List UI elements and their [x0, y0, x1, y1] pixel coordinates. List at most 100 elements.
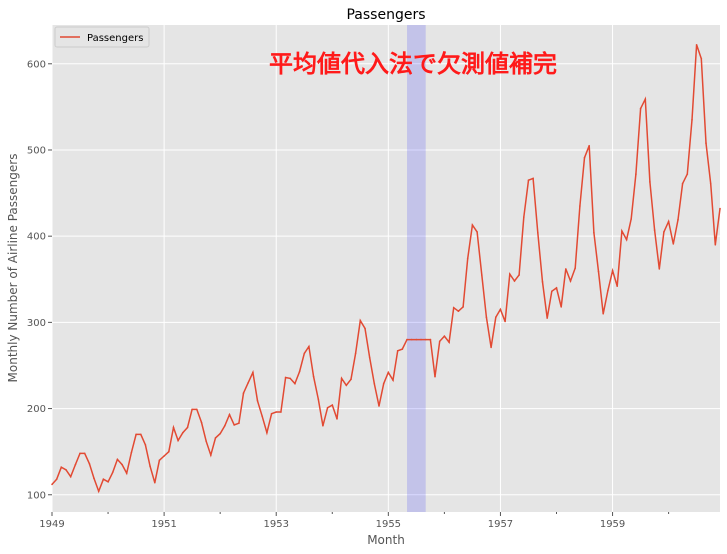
data-point	[663, 231, 665, 233]
data-point	[298, 370, 301, 373]
data-point	[182, 431, 184, 434]
data-point	[154, 481, 156, 484]
data-point	[228, 413, 231, 416]
series-points	[51, 44, 721, 493]
data-point	[116, 458, 119, 461]
data-point	[312, 375, 315, 378]
data-point	[60, 466, 63, 469]
data-point	[504, 320, 506, 323]
data-point	[466, 257, 469, 260]
data-point	[560, 306, 562, 308]
data-point	[256, 400, 259, 402]
data-point	[424, 338, 427, 341]
data-point	[373, 382, 376, 385]
data-point	[93, 477, 95, 480]
data-point	[387, 371, 390, 374]
data-point	[509, 273, 511, 275]
data-point	[224, 425, 226, 427]
data-point	[200, 421, 203, 424]
data-point	[111, 471, 114, 474]
data-point	[382, 382, 385, 385]
data-point	[392, 379, 394, 381]
data-point	[649, 181, 651, 183]
grid-lines	[51, 25, 720, 512]
data-point	[583, 156, 586, 159]
x-tick-label: 1951	[151, 519, 176, 530]
data-point	[107, 481, 109, 483]
data-point	[481, 274, 483, 276]
data-point	[532, 177, 534, 180]
data-point	[354, 352, 357, 355]
data-point	[406, 338, 408, 341]
data-point	[691, 119, 693, 121]
data-point	[140, 433, 142, 436]
data-point	[326, 406, 329, 409]
data-point	[471, 224, 474, 226]
data-point	[485, 316, 488, 319]
data-point	[280, 411, 282, 413]
data-point	[686, 173, 689, 175]
data-point	[705, 142, 707, 144]
data-point	[415, 338, 418, 341]
data-point	[79, 452, 81, 455]
data-point	[275, 411, 278, 413]
data-point	[518, 274, 520, 276]
x-axis-label: Month	[367, 533, 405, 547]
series-line-passengers	[51, 44, 721, 494]
data-point	[658, 268, 661, 270]
data-point	[135, 433, 137, 436]
data-point	[396, 350, 399, 352]
data-point	[672, 243, 675, 245]
data-point	[172, 426, 175, 429]
x-tick-label: 1957	[488, 519, 513, 530]
chart-title: Passengers	[346, 7, 425, 23]
data-point	[452, 306, 455, 309]
data-point	[434, 375, 436, 378]
data-point	[317, 398, 320, 400]
data-point	[602, 313, 604, 315]
data-point	[102, 478, 105, 481]
legend: Passengers	[54, 26, 150, 48]
data-point	[429, 338, 432, 341]
y-tick-label: 400	[27, 232, 46, 243]
data-point	[448, 341, 450, 344]
data-point	[97, 490, 100, 493]
data-point	[144, 444, 147, 446]
data-point	[700, 57, 703, 60]
data-point	[83, 452, 86, 455]
x-tick-label: 1949	[39, 519, 64, 530]
data-point	[51, 483, 53, 486]
data-point	[210, 454, 212, 456]
data-point	[569, 280, 572, 282]
data-point	[247, 381, 249, 384]
data-point	[238, 422, 240, 425]
data-point	[168, 450, 170, 453]
data-point	[625, 238, 628, 241]
data-point	[219, 432, 221, 435]
data-point	[270, 412, 273, 415]
y-tick-label: 200	[27, 404, 46, 415]
data-point	[644, 98, 647, 100]
data-point	[55, 478, 58, 481]
data-point	[616, 285, 618, 288]
data-point	[574, 267, 576, 269]
data-point	[476, 231, 478, 233]
data-point	[322, 425, 324, 427]
y-tick-label: 600	[27, 59, 46, 70]
y-axis-label: Monthly Number of Airline Passengers	[6, 154, 20, 383]
data-point	[621, 230, 623, 232]
data-point	[681, 182, 684, 185]
data-point	[350, 378, 352, 381]
data-point	[495, 316, 497, 319]
imputed-span-highlight	[407, 25, 426, 512]
data-point	[88, 462, 91, 465]
data-point	[294, 382, 296, 385]
data-point	[125, 472, 128, 475]
x-axis-ticks: 1949 1951 1953 1955 1957 1959	[39, 512, 670, 530]
data-point	[336, 418, 338, 420]
data-point	[121, 463, 123, 466]
data-point	[233, 424, 235, 426]
legend-entry-passengers: Passengers	[87, 33, 143, 44]
y-tick-label: 300	[27, 318, 46, 329]
data-point	[74, 463, 77, 466]
